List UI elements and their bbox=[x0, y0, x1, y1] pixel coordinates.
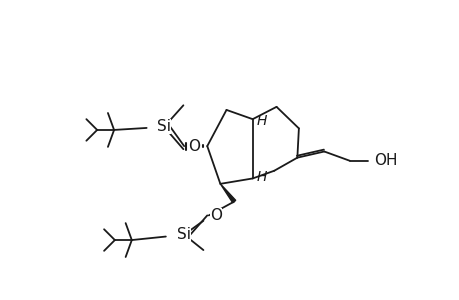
Text: H: H bbox=[256, 114, 266, 128]
Polygon shape bbox=[220, 184, 235, 203]
Text: H: H bbox=[256, 170, 266, 184]
Text: O: O bbox=[210, 208, 222, 223]
Text: Si: Si bbox=[177, 227, 191, 242]
Text: Si: Si bbox=[157, 119, 171, 134]
Text: OH: OH bbox=[374, 153, 397, 168]
Text: O: O bbox=[188, 139, 200, 154]
